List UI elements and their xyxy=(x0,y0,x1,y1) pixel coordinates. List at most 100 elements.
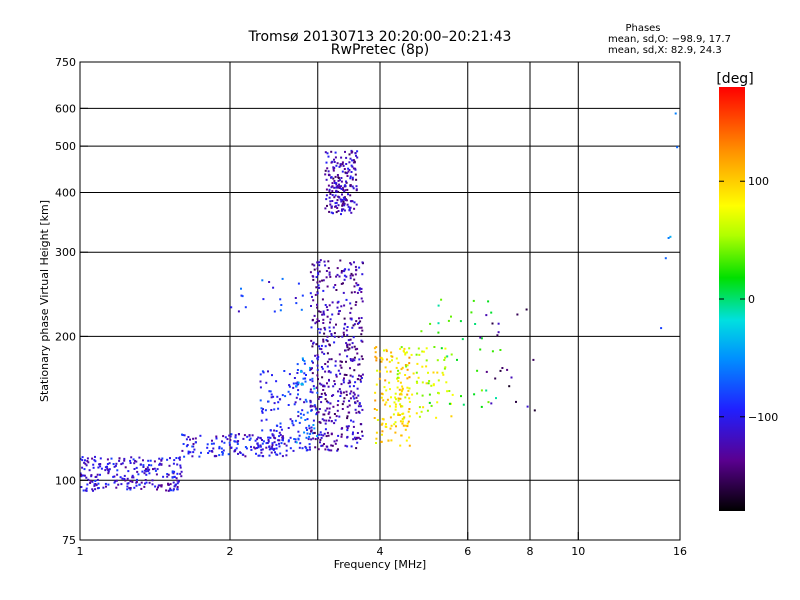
data-point xyxy=(261,442,264,445)
data-point xyxy=(317,378,319,381)
data-point xyxy=(97,466,100,469)
data-point xyxy=(350,390,353,393)
data-point xyxy=(329,200,332,203)
data-point xyxy=(322,340,325,343)
data-point xyxy=(273,447,276,450)
data-point xyxy=(324,169,327,172)
data-point xyxy=(337,179,340,182)
data-point xyxy=(660,327,663,330)
data-point xyxy=(343,333,345,336)
data-point xyxy=(346,415,349,418)
data-point xyxy=(314,446,317,449)
data-point xyxy=(358,321,360,324)
data-point xyxy=(526,405,529,408)
data-point xyxy=(199,434,202,437)
data-point xyxy=(172,489,175,492)
data-point xyxy=(81,456,84,459)
data-point xyxy=(292,386,295,389)
data-point xyxy=(187,450,190,453)
data-point xyxy=(207,452,210,454)
data-point xyxy=(305,449,308,452)
data-point xyxy=(322,389,325,391)
data-point xyxy=(146,468,149,471)
data-point xyxy=(433,346,436,348)
data-point xyxy=(309,448,311,451)
data-point xyxy=(328,174,331,177)
data-point xyxy=(323,332,326,335)
data-point xyxy=(339,372,342,375)
data-point xyxy=(318,433,321,436)
data-point xyxy=(426,409,429,412)
data-point xyxy=(133,486,136,489)
data-point xyxy=(287,404,290,406)
data-point xyxy=(404,352,407,355)
data-point xyxy=(334,442,337,445)
data-point xyxy=(324,328,327,331)
data-point xyxy=(418,353,421,356)
data-point xyxy=(350,200,353,203)
data-point xyxy=(313,387,316,390)
data-point xyxy=(129,459,132,462)
data-point xyxy=(237,440,240,443)
data-point xyxy=(268,448,271,451)
data-point xyxy=(316,281,319,284)
data-point xyxy=(406,425,409,428)
data-point xyxy=(487,401,490,404)
data-point xyxy=(334,284,337,286)
data-point xyxy=(390,396,392,399)
data-point xyxy=(289,436,292,439)
data-point xyxy=(462,403,465,406)
data-point xyxy=(187,436,190,438)
data-point xyxy=(305,374,307,376)
data-point xyxy=(182,443,185,445)
data-point xyxy=(385,426,388,428)
data-point xyxy=(181,433,183,436)
data-point xyxy=(298,434,301,437)
data-point xyxy=(476,369,479,372)
data-point xyxy=(230,306,233,309)
data-point xyxy=(332,326,335,329)
data-point xyxy=(333,196,336,199)
data-point xyxy=(326,309,329,311)
data-point xyxy=(292,382,295,385)
data-point xyxy=(137,473,140,476)
data-point xyxy=(92,463,95,466)
data-point xyxy=(394,405,397,408)
data-point xyxy=(341,204,344,207)
data-point xyxy=(350,272,353,275)
data-point xyxy=(254,439,257,442)
data-point xyxy=(420,410,423,413)
data-point xyxy=(335,275,338,278)
data-point xyxy=(296,363,299,366)
data-point xyxy=(348,379,351,382)
data-point xyxy=(340,270,343,272)
data-point xyxy=(346,355,349,358)
data-point xyxy=(330,161,333,164)
data-point xyxy=(315,343,318,346)
data-point xyxy=(160,484,163,487)
data-point xyxy=(341,199,344,201)
data-point xyxy=(315,286,318,289)
data-point xyxy=(143,469,146,472)
data-point xyxy=(294,401,297,404)
data-point xyxy=(352,167,355,170)
data-point xyxy=(395,398,397,401)
data-point xyxy=(307,438,310,441)
data-point xyxy=(176,479,179,482)
data-point xyxy=(335,201,338,204)
data-point xyxy=(317,328,320,330)
data-point xyxy=(325,400,328,403)
data-point xyxy=(318,270,321,273)
data-point xyxy=(138,456,141,459)
data-point xyxy=(399,381,402,384)
data-point xyxy=(415,353,418,356)
data-point xyxy=(311,391,314,394)
data-point xyxy=(321,444,324,447)
data-point xyxy=(497,331,500,334)
data-point xyxy=(355,178,358,181)
data-point xyxy=(356,387,359,390)
data-point xyxy=(311,432,314,435)
stats-line-x: mean, sd,X: 82.9, 24.3 xyxy=(608,45,722,56)
data-point xyxy=(335,164,338,167)
data-point xyxy=(442,373,445,376)
